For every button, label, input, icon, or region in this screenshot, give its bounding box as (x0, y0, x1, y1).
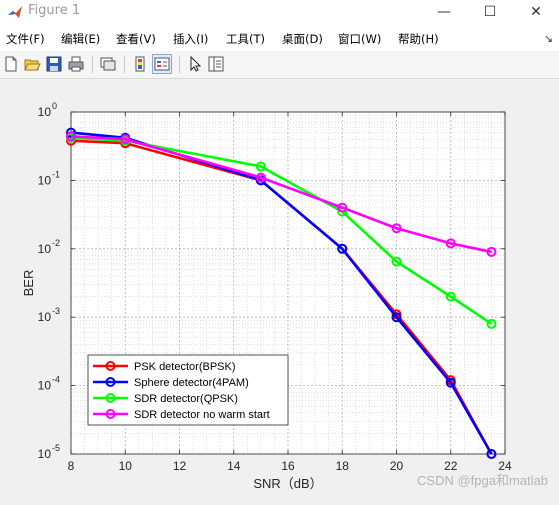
legend-entry: SDR detector no warm start (134, 409, 270, 421)
property-inspector-icon[interactable] (207, 55, 225, 73)
link-plot-icon[interactable] (99, 55, 117, 73)
data-point (120, 134, 131, 145)
edit-plot-arrow-icon[interactable] (186, 55, 204, 73)
figure-canvas: 8 10 12 14 16 18 20 22 24 10 0 10 -1 10 -2 10 -3 10 -4 10 -5… (0, 79, 559, 501)
legend-icon[interactable] (152, 54, 172, 74)
data-point (66, 131, 76, 142)
figure-toolbar (0, 51, 559, 79)
close-button[interactable]: ✕ (513, 0, 559, 24)
y-tick-exponent: -5 (52, 443, 60, 453)
legend-entry: Sphere detector(4PAM) (134, 377, 249, 389)
menu-help[interactable]: 帮助(H) (398, 32, 439, 46)
y-tick-label: 10 (38, 242, 52, 256)
menu-window[interactable]: 窗口(W) (338, 32, 382, 46)
y-tick-label: 10 (38, 379, 52, 393)
x-tick-label: 8 (68, 459, 75, 473)
menu-desktop[interactable]: 桌面(D) (282, 32, 323, 46)
data-point (486, 449, 497, 459)
series-line (70, 135, 492, 254)
legend-entry: SDR detector(QPSK) (134, 393, 238, 405)
x-tick-label: 14 (227, 459, 241, 473)
data-point (255, 172, 266, 183)
minimize-button[interactable]: — (421, 0, 467, 24)
close-icon: ✕ (530, 4, 542, 20)
new-figure-icon[interactable] (2, 55, 20, 73)
data-point (486, 246, 497, 257)
data-point (486, 318, 497, 329)
data-point (391, 312, 402, 323)
x-tick-label: 18 (336, 459, 350, 473)
data-point (337, 243, 348, 254)
window-title: Figure 1 (28, 3, 81, 18)
y-tick-label: 10 (38, 173, 52, 187)
watermark-text: CSDN @fpga和matlab (417, 473, 548, 488)
x-tick-label: 10 (119, 459, 133, 473)
menu-bar: 文件(F) 编辑(E) 查看(V) 插入(I) 工具(T) 桌面(D) 窗口(W… (0, 24, 559, 51)
x-axis-label: SNR（dB） (253, 476, 322, 491)
undock-arrow-icon[interactable]: ↘ (543, 32, 553, 45)
x-tick-label: 12 (173, 459, 187, 473)
menu-edit[interactable]: 编辑(E) (61, 32, 101, 46)
toolbar-separator (179, 56, 180, 73)
menu-insert[interactable]: 插入(I) (173, 32, 209, 46)
print-icon[interactable] (67, 55, 85, 73)
x-tick-label: 20 (390, 459, 404, 473)
menu-tools[interactable]: 工具(T) (226, 32, 265, 46)
x-tick-label: 24 (498, 459, 512, 473)
menu-view[interactable]: 查看(V) (116, 32, 156, 46)
y-tick-exponent: -3 (52, 306, 60, 316)
y-tick-exponent: 0 (52, 101, 57, 111)
save-icon[interactable] (45, 55, 63, 73)
y-tick-label: 10 (38, 310, 52, 324)
data-point (445, 377, 456, 388)
x-tick-label: 16 (281, 459, 295, 473)
legend-entry: PSK detector(BPSK) (134, 361, 236, 373)
open-file-icon[interactable] (23, 55, 41, 73)
x-tick-label: 22 (444, 459, 458, 473)
matlab-logo-icon (8, 6, 22, 18)
toolbar-separator (124, 56, 125, 73)
y-tick-exponent: -2 (52, 238, 60, 248)
y-tick-label: 10 (38, 447, 52, 461)
legend-marker (105, 377, 116, 387)
maximize-button[interactable]: ☐ (467, 0, 513, 24)
legend-marker (105, 393, 116, 403)
y-tick-label: 10 (38, 105, 52, 119)
data-point (391, 223, 402, 234)
y-tick-exponent: -1 (52, 169, 60, 179)
data-point (337, 202, 348, 213)
menu-file[interactable]: 文件(F) (6, 32, 45, 46)
y-tick-exponent: -4 (52, 375, 60, 385)
colorbar-icon[interactable] (131, 55, 149, 73)
toolbar-separator (92, 56, 93, 73)
data-point (255, 161, 266, 172)
title-bar: Figure 1 — ☐ ✕ (0, 0, 559, 24)
y-axis-label: BER (21, 270, 36, 297)
legend-marker (105, 409, 116, 419)
legend-marker (105, 361, 116, 371)
data-point (391, 256, 402, 267)
minimize-icon: — (437, 4, 451, 20)
data-point (445, 291, 456, 302)
series-line (70, 131, 493, 455)
data-point (445, 238, 456, 249)
maximize-icon: ☐ (483, 4, 497, 20)
